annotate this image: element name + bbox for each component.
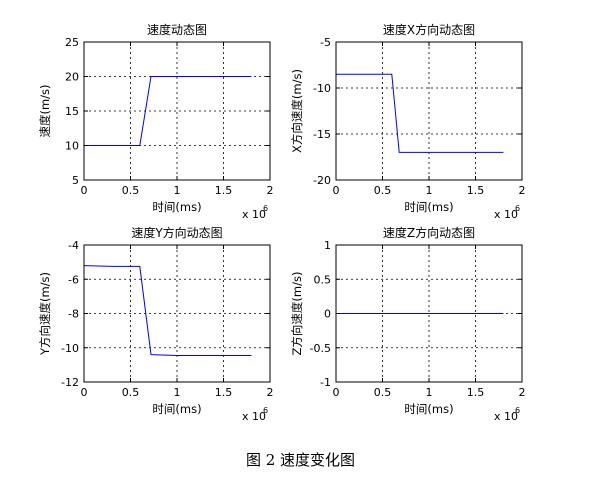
speed-z-xtick-label: 1.5: [467, 386, 485, 399]
speed-y-ytick-label: -10: [61, 342, 79, 355]
speed-y-xtick-label: 1.5: [215, 386, 233, 399]
speed-z-xtick-label: 2: [519, 386, 526, 399]
speed-x-xtick-label: 0.5: [374, 184, 392, 197]
figure-caption: 图 2 速度变化图: [245, 451, 356, 469]
speed-z-ytick-label: 0.5: [314, 273, 332, 286]
speed-z-xtick-label: 1: [426, 386, 433, 399]
speed-x-ytick-label: -10: [313, 82, 331, 95]
speed-x-ytick-label: -20: [313, 174, 331, 187]
speed-z-ytick-label: 1: [324, 239, 331, 252]
speed-x-multiplier-exponent: 6: [263, 204, 268, 213]
speed-z-title: 速度Z方向动态图: [383, 225, 475, 240]
speed-x-x-multiplier-exponent: 6: [515, 204, 520, 213]
speed-y-ytick-label: -12: [61, 376, 79, 389]
speed-ytick-label: 10: [65, 140, 79, 153]
speed-x-xtick-label: 1: [426, 184, 433, 197]
speed-y-xtick-label: 0.5: [122, 386, 140, 399]
speed-ylabel: 速度(m/s): [38, 84, 52, 137]
speed-z-ytick-label: -1: [320, 376, 331, 389]
speed-z-xtick-label: 0: [333, 386, 340, 399]
speed-xtick-label: 1: [174, 184, 181, 197]
speed-x-ytick-label: -5: [320, 36, 331, 49]
speed-y-xtick-label: 0: [81, 386, 88, 399]
speed-y-ytick-label: -8: [68, 308, 79, 321]
speed-x-xtick-label: 2: [519, 184, 526, 197]
speed-x-series-line: [336, 73, 504, 153]
speed-y-xtick-label: 2: [267, 386, 274, 399]
speed-y-series-line: [83, 265, 252, 356]
speed-x-title: 速度X方向动态图: [383, 22, 475, 37]
speed-xtick-label: 1.5: [215, 184, 233, 197]
speed-y-ylabel: Y方向速度(m/s): [38, 272, 52, 356]
speed-x-xlabel: 时间(ms): [404, 200, 453, 214]
speed-y-title: 速度Y方向动态图: [131, 225, 222, 240]
speed-x-ylabel: X方向速度(m/s): [290, 69, 304, 153]
speed-series-line: [84, 76, 252, 146]
speed-xtick-label: 0: [81, 184, 88, 197]
speed-y-x-multiplier-exponent: 6: [263, 406, 268, 415]
speed-y-ytick-label: -4: [68, 239, 79, 252]
speed-title: 速度动态图: [147, 22, 207, 37]
speed-ytick-label: 5: [72, 174, 79, 187]
speed-z-ylabel: Z方向速度(m/s): [290, 272, 304, 356]
speed-y-xtick-label: 1: [174, 386, 181, 399]
speed-x-multiplier: x 10: [242, 208, 266, 221]
speed-y-xlabel: 时间(ms): [152, 402, 201, 416]
speed-x-xtick-label: 0: [333, 184, 340, 197]
speed-x-xtick-label: 1.5: [467, 184, 485, 197]
speed-z-ytick-label: 0: [324, 308, 331, 321]
speed-z-ytick-label: -0.5: [310, 342, 331, 355]
speed-ytick-label: 20: [65, 71, 79, 84]
speed-xtick-label: 2: [267, 184, 274, 197]
speed-x-ytick-label: -15: [313, 128, 331, 141]
speed-y-x-multiplier: x 10: [242, 410, 266, 423]
speed-ytick-label: 25: [65, 36, 79, 49]
speed-z-xtick-label: 0.5: [374, 386, 392, 399]
speed-z-x-multiplier: x 10: [494, 410, 518, 423]
speed-xlabel: 时间(ms): [152, 200, 201, 214]
speed-ytick-label: 15: [65, 105, 79, 118]
speed-z-x-multiplier-exponent: 6: [515, 406, 520, 415]
speed-z-xlabel: 时间(ms): [404, 402, 453, 416]
speed-x-x-multiplier: x 10: [494, 208, 518, 221]
speed-xtick-label: 0.5: [122, 184, 140, 197]
speed-y-ytick-label: -6: [68, 273, 79, 286]
